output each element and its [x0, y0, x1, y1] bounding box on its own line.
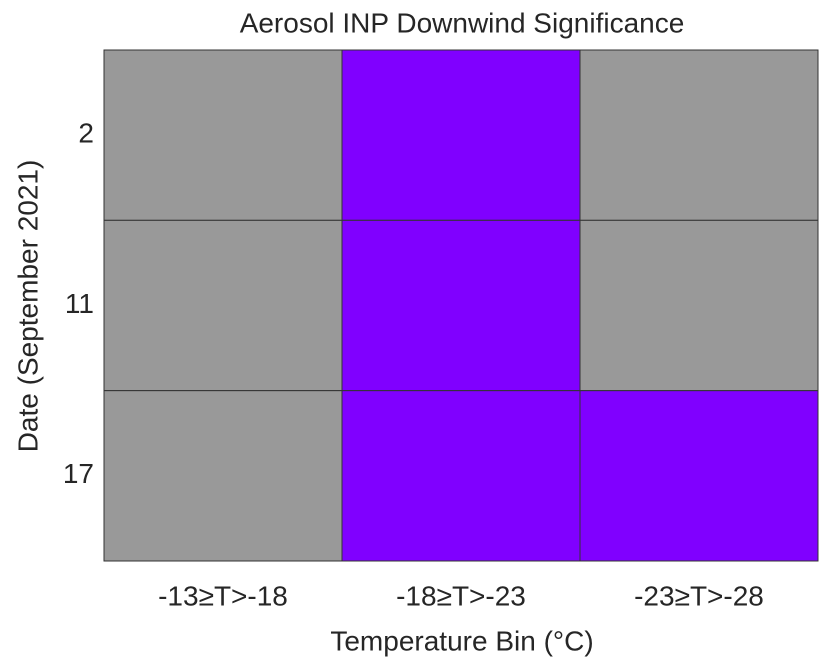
y-tick-label: 17: [63, 458, 94, 489]
cell: [579, 49, 819, 221]
y-tick-label: 2: [78, 118, 94, 149]
x-tick-label: -23≥T>-28: [634, 580, 764, 611]
y-tick-label: 11: [65, 288, 94, 319]
cell: [341, 49, 581, 221]
cell: [579, 390, 819, 562]
x-tick-label: -13≥T>-18: [158, 580, 288, 611]
y-axis-label: Date (September 2021): [12, 160, 43, 453]
x-tick-label: -18≥T>-23: [396, 580, 526, 611]
cell: [103, 219, 343, 392]
cell: [103, 390, 343, 562]
x-axis-label: Temperature Bin (°C): [330, 625, 593, 656]
cell: [103, 49, 343, 221]
cell: [341, 219, 581, 392]
chart-title: Aerosol INP Downwind Significance: [240, 7, 685, 38]
cell: [579, 219, 819, 392]
cell: [341, 390, 581, 562]
